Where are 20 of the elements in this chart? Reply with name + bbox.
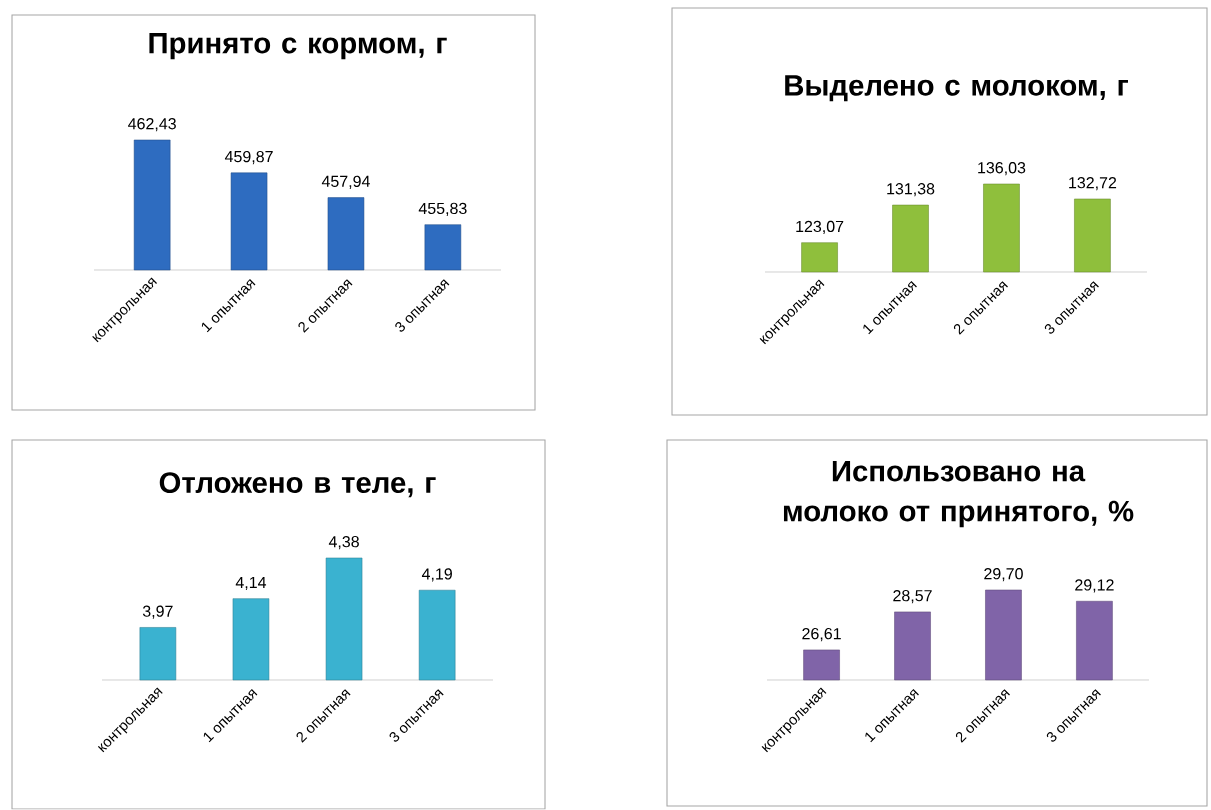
data-label: 3,97 bbox=[142, 605, 173, 619]
data-label: 131,38 bbox=[887, 183, 935, 197]
data-label: 457,94 bbox=[321, 175, 370, 190]
data-label: 132,72 bbox=[1069, 177, 1117, 191]
data-label: 455,83 bbox=[418, 203, 467, 217]
chart-title: Выделено с молоком, г bbox=[785, 75, 1128, 102]
data-label: 123,07 bbox=[796, 220, 844, 235]
data-label: 462,43 bbox=[128, 118, 176, 132]
data-label: 136,03 bbox=[978, 162, 1026, 176]
chart-title: Принято с кормом, г bbox=[149, 33, 447, 60]
chart-title: Отложено в теле, г bbox=[159, 472, 436, 498]
data-label: 29,12 bbox=[1075, 579, 1114, 593]
data-label: 26,61 bbox=[802, 628, 841, 642]
data-label: 4,38 bbox=[328, 536, 359, 550]
data-label: 459,87 bbox=[224, 151, 273, 165]
data-label: 4,14 bbox=[235, 577, 267, 591]
data-label: 28,57 bbox=[893, 590, 932, 604]
data-label: 29,70 bbox=[984, 568, 1023, 582]
data-label: 4,19 bbox=[421, 568, 452, 582]
chart-title: Использовано на молоко от принятого, % bbox=[783, 461, 1134, 528]
